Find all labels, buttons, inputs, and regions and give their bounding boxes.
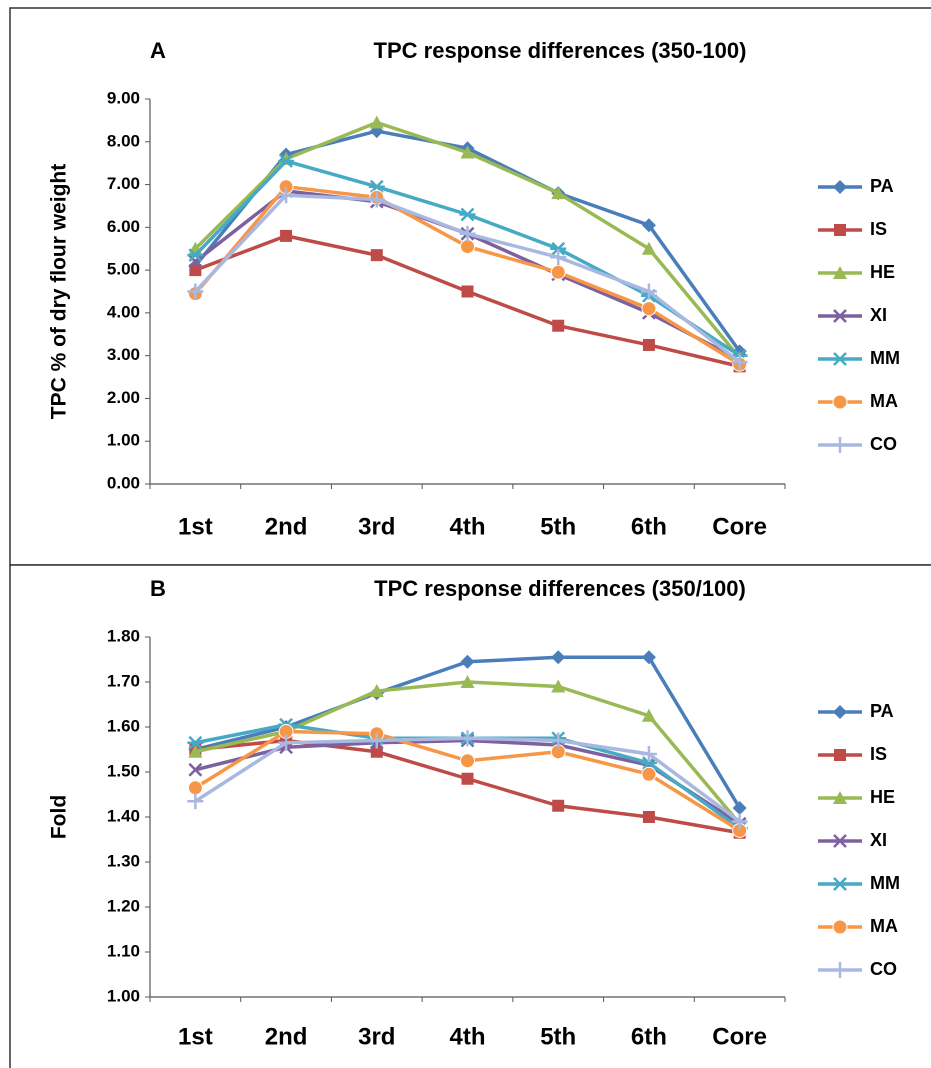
x-tick-label: 2nd — [265, 513, 308, 540]
x-tick-label: 3rd — [358, 1023, 395, 1050]
data-point — [642, 767, 656, 781]
x-tick-label: Core — [712, 1023, 767, 1050]
data-point — [552, 320, 564, 332]
legend-marker — [833, 395, 847, 409]
x-tick-label: 2nd — [265, 1023, 308, 1050]
data-point — [552, 800, 564, 812]
legend-label: XI — [870, 830, 887, 850]
chart-title: TPC response differences (350/100) — [374, 576, 746, 601]
y-tick-label: 1.30 — [107, 851, 140, 870]
y-tick-label: 9.00 — [107, 88, 140, 107]
y-tick-label: 1.70 — [107, 671, 140, 690]
legend-label: IS — [870, 219, 887, 239]
data-point — [551, 265, 565, 279]
y-tick-label: 8.00 — [107, 131, 140, 150]
legend-label: PA — [870, 701, 894, 721]
y-tick-label: 1.10 — [107, 941, 140, 960]
y-tick-label: 1.40 — [107, 806, 140, 825]
data-point — [280, 230, 292, 242]
legend-label: HE — [870, 262, 895, 282]
x-tick-label: 6th — [631, 513, 667, 540]
x-tick-label: 4th — [450, 513, 486, 540]
data-point — [188, 781, 202, 795]
x-tick-label: 4th — [450, 1023, 486, 1050]
x-tick-label: 1st — [178, 513, 213, 540]
legend-label: HE — [870, 787, 895, 807]
y-tick-label: 1.20 — [107, 896, 140, 915]
y-tick-label: 4.00 — [107, 302, 140, 321]
legend-label: PA — [870, 176, 894, 196]
data-point — [643, 811, 655, 823]
legend-label: MA — [870, 391, 898, 411]
x-tick-label: 5th — [540, 513, 576, 540]
x-tick-label: 5th — [540, 1023, 576, 1050]
legend-label: MA — [870, 916, 898, 936]
y-tick-label: 6.00 — [107, 217, 140, 236]
y-tick-label: 1.00 — [107, 431, 140, 450]
data-point — [371, 249, 383, 261]
chart: A TPC response differences (350-100) TPC %… — [0, 0, 931, 1068]
data-point — [462, 286, 474, 298]
data-point — [462, 773, 474, 785]
x-tick-label: 6th — [631, 1023, 667, 1050]
data-point — [642, 302, 656, 316]
legend-label: CO — [870, 959, 897, 979]
y-tick-label: 2.00 — [107, 388, 140, 407]
y-axis-label: TPC % of dry flour weight — [48, 164, 71, 420]
y-axis-label: Fold — [48, 795, 71, 839]
chart-title: TPC response differences (350-100) — [374, 38, 747, 63]
y-tick-label: 1.50 — [107, 761, 140, 780]
legend-marker — [833, 920, 847, 934]
data-point — [643, 339, 655, 351]
y-tick-label: 1.80 — [107, 626, 140, 645]
y-tick-label: 5.00 — [107, 260, 140, 279]
y-tick-label: 1.00 — [107, 986, 140, 1005]
data-point — [461, 754, 475, 768]
y-tick-label: 7.00 — [107, 174, 140, 193]
y-tick-label: 0.00 — [107, 473, 140, 492]
x-tick-label: 1st — [178, 1023, 213, 1050]
panel-label: B — [150, 576, 166, 601]
x-tick-label: 3rd — [358, 513, 395, 540]
legend-label: MM — [870, 873, 900, 893]
y-tick-label: 3.00 — [107, 345, 140, 364]
x-tick-label: Core — [712, 513, 767, 540]
legend-label: CO — [870, 434, 897, 454]
legend-label: MM — [870, 348, 900, 368]
legend-marker — [834, 224, 846, 236]
legend-label: IS — [870, 744, 887, 764]
legend-label: XI — [870, 305, 887, 325]
panel-label: A — [150, 38, 166, 63]
legend-marker — [834, 749, 846, 761]
y-tick-label: 1.60 — [107, 716, 140, 735]
